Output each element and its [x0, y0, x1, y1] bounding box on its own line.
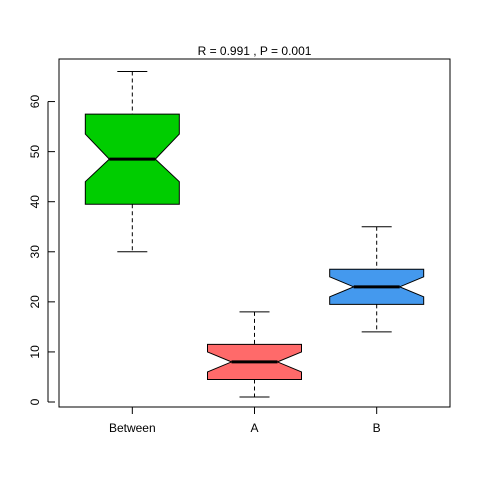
plot-frame: [58, 58, 451, 408]
y-tick-label-10: 10: [28, 345, 42, 359]
boxes-group: [84, 71, 425, 398]
x-tick-label-a: A: [250, 421, 258, 435]
y-tick-label-40: 40: [28, 195, 42, 209]
x-axis: Between A B: [109, 406, 381, 435]
y-axis: 0 10 20 30 40 50 60: [28, 95, 55, 405]
y-tick-label-50: 50: [28, 145, 42, 159]
y-tick-label-20: 20: [28, 295, 42, 309]
x-tick-label-between: Between: [109, 421, 156, 435]
y-tick-label-30: 30: [28, 245, 42, 259]
x-tick-label-b: B: [373, 421, 381, 435]
chart-title: R = 0.991 , P = 0.001: [198, 44, 312, 58]
y-tick-label-60: 60: [28, 95, 42, 109]
y-tick-label-0: 0: [28, 398, 42, 405]
